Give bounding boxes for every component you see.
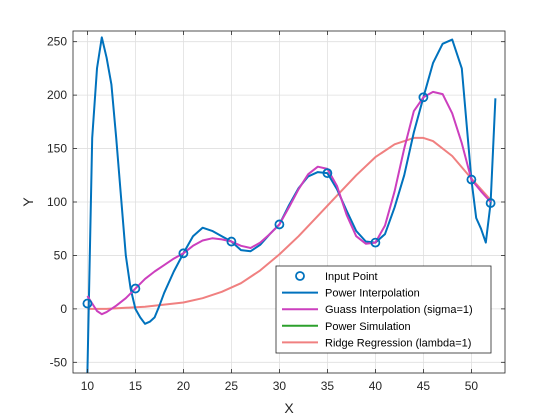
x-tick-label: 50 [465, 379, 479, 393]
data-point [178, 248, 189, 259]
y-tick-label: 250 [47, 35, 67, 49]
legend-label: Ridge Regression (lambda=1) [325, 337, 471, 349]
legend-label: Power Simulation [325, 321, 411, 333]
data-point [485, 198, 496, 208]
series-layer [82, 36, 497, 373]
x-tick-label: 45 [417, 379, 431, 393]
y-axis-label: Y [20, 197, 36, 207]
data-point [82, 298, 93, 309]
y-tick-label: 100 [47, 195, 67, 209]
y-tick-label: 0 [60, 302, 67, 316]
ticks: 10 15 20 25 30 35 40 45 50 -50 0 50 100 150 200 250 [47, 31, 505, 393]
data-point [322, 168, 333, 179]
legend-label: Input Point [325, 271, 378, 283]
y-tick-label: 50 [54, 248, 68, 262]
x-tick-label: 10 [81, 379, 95, 393]
data-point [226, 236, 237, 247]
data-point [370, 237, 381, 248]
data-point [274, 219, 285, 230]
x-tick-label: 15 [129, 379, 143, 393]
x-tick-label: 40 [369, 379, 383, 393]
x-axis-label: X [284, 400, 294, 416]
x-tick-label: 35 [321, 379, 335, 393]
legend-label: Power Interpolation [325, 288, 420, 300]
x-tick-label: 25 [225, 379, 239, 393]
y-tick-label: 150 [47, 142, 67, 156]
legend-marker [295, 271, 305, 281]
data-point [130, 283, 141, 294]
data-point [418, 92, 429, 103]
legend-label: Guass Interpolation (sigma=1) [325, 304, 473, 316]
y-tick-label: -50 [50, 355, 68, 369]
x-tick-label: 30 [273, 379, 287, 393]
series-line-guass-interpolation-sigma-1 [86, 90, 492, 316]
series-line-ridge-regression-lambda-1 [87, 136, 492, 310]
data-point [466, 174, 477, 185]
legend: Input Point Power Interpolation Guass Inte… [275, 265, 492, 354]
x-tick-label: 20 [177, 379, 191, 393]
y-tick-label: 200 [47, 88, 67, 102]
